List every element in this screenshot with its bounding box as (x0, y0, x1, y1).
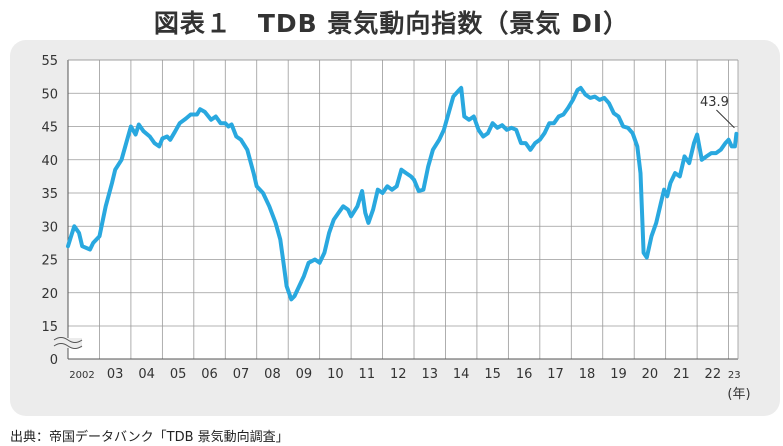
x-unit-label: (年) (727, 387, 750, 402)
series-line (66, 85, 739, 302)
axis-break-mark (53, 343, 83, 349)
x-tick-label: 04 (138, 367, 155, 382)
annotation-label: 43.9 (700, 95, 729, 110)
x-tick-label: 06 (201, 367, 218, 382)
plot-area (68, 60, 738, 359)
x-tick-label: 05 (170, 367, 187, 382)
y-tick-label: 55 (41, 54, 58, 69)
source-note: 出典：帝国データバンク「TDB 景気動向調査」 (10, 430, 289, 445)
x-tick-label: 12 (390, 367, 407, 382)
y-tick-label: 20 (41, 287, 58, 302)
y-tick-label: 40 (41, 154, 58, 169)
x-tick-label: 07 (233, 367, 250, 382)
x-tick-label: 23 (728, 370, 741, 381)
x-tick-label: 18 (579, 367, 596, 382)
y-tick-label: 25 (41, 254, 58, 269)
x-tick-label: 2002 (69, 370, 94, 381)
x-tick-label: 03 (107, 367, 124, 382)
chart-title: 図表１ TDB 景気動向指数（景気 DI） (153, 9, 630, 38)
x-tick-label: 10 (327, 367, 344, 382)
x-tick-label: 13 (421, 367, 438, 382)
x-tick-label: 17 (547, 367, 564, 382)
axis-break-mark (53, 337, 83, 343)
x-tick-label: 08 (264, 367, 281, 382)
x-tick-label: 14 (453, 367, 470, 382)
y-tick-label: 45 (41, 121, 58, 136)
x-tick-label: 11 (359, 367, 376, 382)
x-tick-label: 16 (516, 367, 533, 382)
y-tick-label: 35 (41, 187, 58, 202)
x-tick-label: 21 (673, 367, 690, 382)
axis-break-gap (52, 338, 82, 348)
y-tick-label: 0 (50, 353, 58, 368)
y-tick-label: 30 (41, 220, 58, 235)
y-tick-label: 15 (41, 320, 58, 335)
y-tick-label: 50 (41, 87, 58, 102)
x-tick-label: 19 (610, 367, 627, 382)
x-tick-label: 09 (296, 367, 313, 382)
annotation-leader (716, 109, 735, 129)
x-tick-label: 15 (484, 367, 501, 382)
x-tick-label: 22 (705, 367, 722, 382)
x-tick-label: 20 (642, 367, 659, 382)
